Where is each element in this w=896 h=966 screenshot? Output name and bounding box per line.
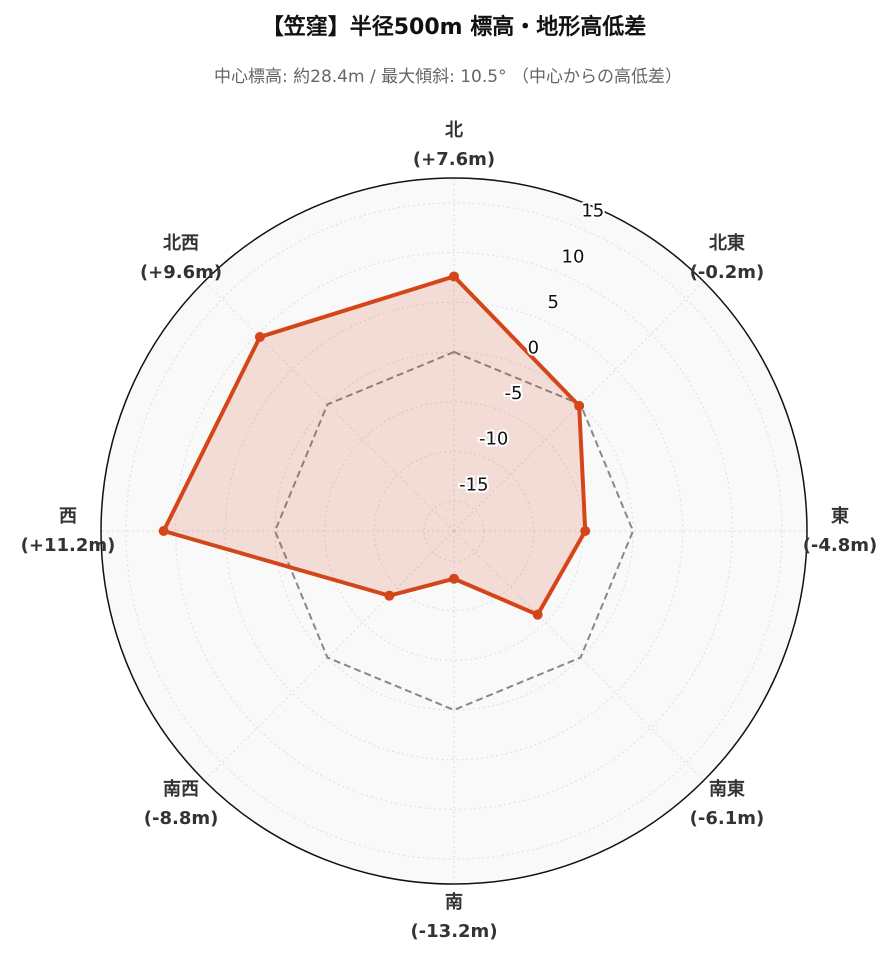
r-tick-label: -15 xyxy=(459,474,488,495)
data-point xyxy=(449,573,459,584)
r-tick-label: 0 xyxy=(528,338,539,359)
value-label: (+9.6m) xyxy=(140,262,222,283)
category-label: 南東 xyxy=(709,778,745,800)
spoke xyxy=(204,530,455,781)
grid-circle xyxy=(274,351,634,711)
chart-title: 【笠窪】半径500m 標高・地形高低差 xyxy=(262,14,647,40)
data-point xyxy=(532,609,543,620)
value-label: (-8.8m) xyxy=(144,808,219,829)
category-label: 北 xyxy=(445,120,463,141)
category-label: 西 xyxy=(59,506,77,527)
r-tick-label: 10 xyxy=(562,246,585,267)
value-label: (-0.2m) xyxy=(690,262,765,283)
category-label: 東 xyxy=(831,505,849,527)
r-tick-label: -10 xyxy=(479,429,508,450)
r-tick-label: 5 xyxy=(547,292,558,313)
grid-circle xyxy=(224,301,684,761)
category-label: 南 xyxy=(445,891,463,913)
category-label: 南西 xyxy=(163,778,199,800)
value-label: (-4.8m) xyxy=(803,535,878,556)
baseline xyxy=(273,350,635,712)
grid-circle xyxy=(125,202,783,860)
data-point xyxy=(449,271,459,282)
grid-circle xyxy=(175,252,733,810)
category-label: 北東 xyxy=(709,232,745,254)
data-point xyxy=(254,331,265,342)
r-tick-label: -5 xyxy=(505,383,523,404)
data-point xyxy=(384,590,395,601)
category-label: 北西 xyxy=(163,233,199,254)
value-label: (+7.6m) xyxy=(413,149,495,170)
value-label: (-13.2m) xyxy=(410,921,497,942)
data-point xyxy=(580,526,591,536)
spoke xyxy=(453,530,704,781)
grid-circle xyxy=(373,450,535,612)
r-tick-label: 15 xyxy=(581,201,604,222)
grid-circle xyxy=(423,500,485,562)
spoke xyxy=(204,281,455,532)
data-point xyxy=(158,526,169,536)
value-label: (+11.2m) xyxy=(21,535,116,556)
data-point xyxy=(574,400,585,411)
chart-subtitle: 中心標高: 約28.4m / 最大傾斜: 10.5° （中心からの高低差） xyxy=(214,67,682,87)
value-label: (-6.1m) xyxy=(690,808,765,829)
